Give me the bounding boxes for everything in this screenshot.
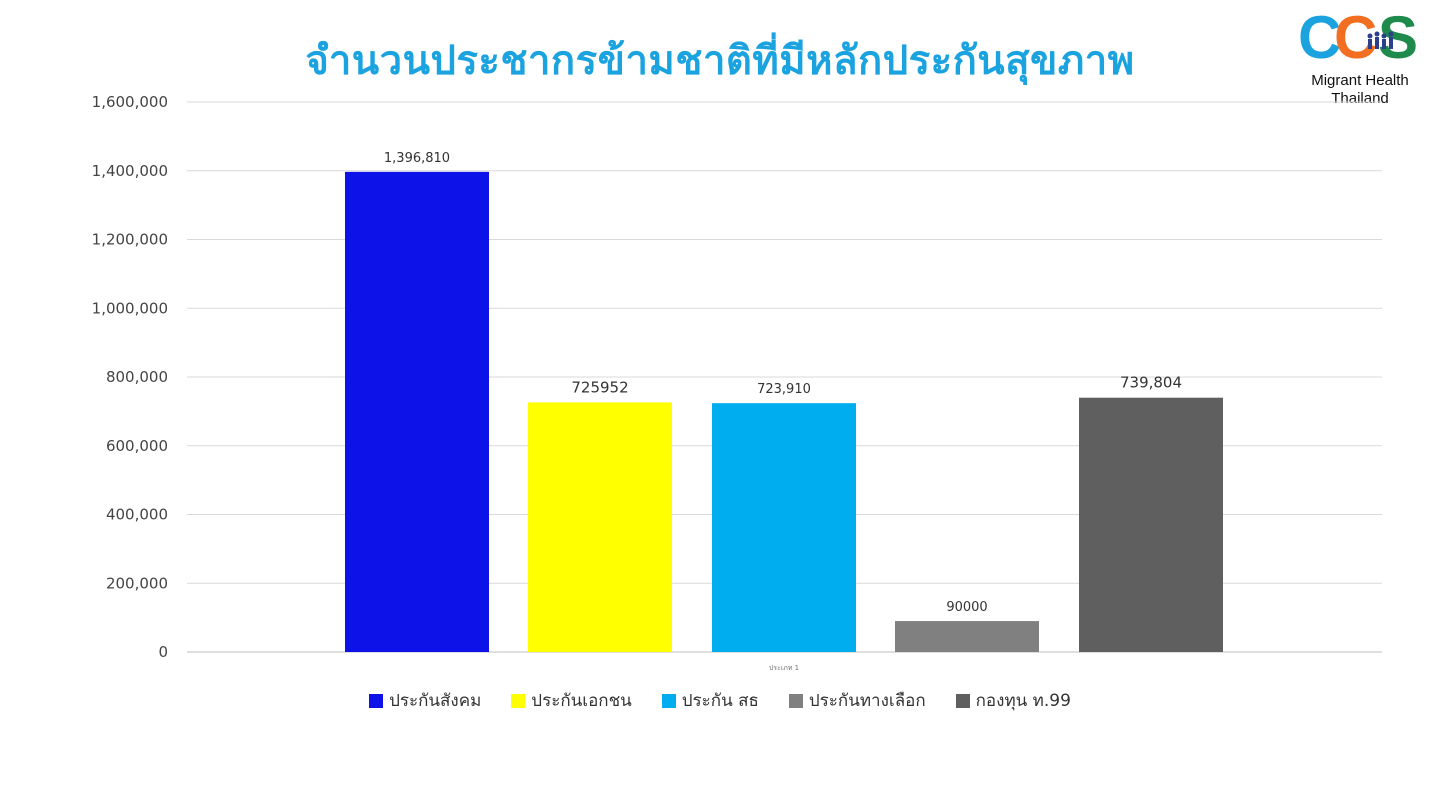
bar-5: [1079, 397, 1223, 652]
people-figures-icon: [1367, 31, 1394, 49]
legend-swatch: [661, 693, 676, 708]
y-tick-label: 1,400,000: [92, 162, 168, 180]
legend-swatch: [955, 693, 970, 708]
bar-1: [345, 171, 489, 652]
y-tick-label: 600,000: [106, 437, 168, 455]
y-tick-label: 1,600,000: [92, 93, 168, 111]
bar-3: [712, 403, 856, 652]
legend-swatch: [511, 693, 526, 708]
legend-label: ประกัน สธ: [681, 691, 759, 711]
legend-item: ประกันสังคม: [369, 687, 481, 714]
legend-item: กองทุน ท.99: [955, 687, 1071, 714]
bar-2: [528, 402, 672, 652]
legend-label: ประกันทางเลือก: [808, 691, 926, 711]
legend-item: ประกันทางเลือก: [788, 687, 926, 714]
x-category-label: ประเภท 1: [769, 664, 799, 672]
logo-text-line2: Thailand: [1331, 90, 1389, 107]
y-tick-label: 800,000: [106, 368, 168, 386]
legend-label: ประกันสังคม: [389, 691, 482, 711]
y-tick-label: 400,000: [106, 506, 168, 524]
y-tick-label: 200,000: [106, 574, 168, 592]
legend-item: ประกัน สธ: [661, 687, 759, 714]
legend-swatch: [788, 693, 803, 708]
legend-swatch: [369, 693, 384, 708]
y-tick-label: 1,200,000: [92, 231, 168, 249]
data-label: 725952: [571, 378, 628, 396]
data-label: 90000: [946, 600, 987, 615]
logo-text: Migrant Health Thailand: [1296, 72, 1424, 108]
data-label: 1,396,810: [384, 151, 450, 166]
chart-title: จำนวนประชากรข้ามชาติที่มีหลักประกันสุขภา…: [305, 38, 1135, 84]
chart-legend: ประกันสังคม ประกันเอกชน ประกัน สธ ประกันทาง…: [0, 687, 1440, 714]
bar-4: [895, 621, 1039, 652]
ccs-logo: C C S Migrant Health Thailand: [1296, 8, 1424, 108]
legend-label: กองทุน ท.99: [975, 691, 1071, 711]
y-tick-label: 1,000,000: [92, 299, 168, 317]
logo-letter-c1: C: [1298, 8, 1341, 70]
logo-text-line1: Migrant Health: [1311, 72, 1409, 89]
y-tick-label: 0: [158, 643, 168, 661]
ccs-logo-mark-icon: C C S: [1298, 8, 1418, 70]
data-label: 739,804: [1120, 374, 1182, 392]
legend-label: ประกันเอกชน: [531, 691, 632, 711]
data-label: 723,910: [757, 382, 811, 397]
legend-item: ประกันเอกชน: [511, 687, 632, 714]
